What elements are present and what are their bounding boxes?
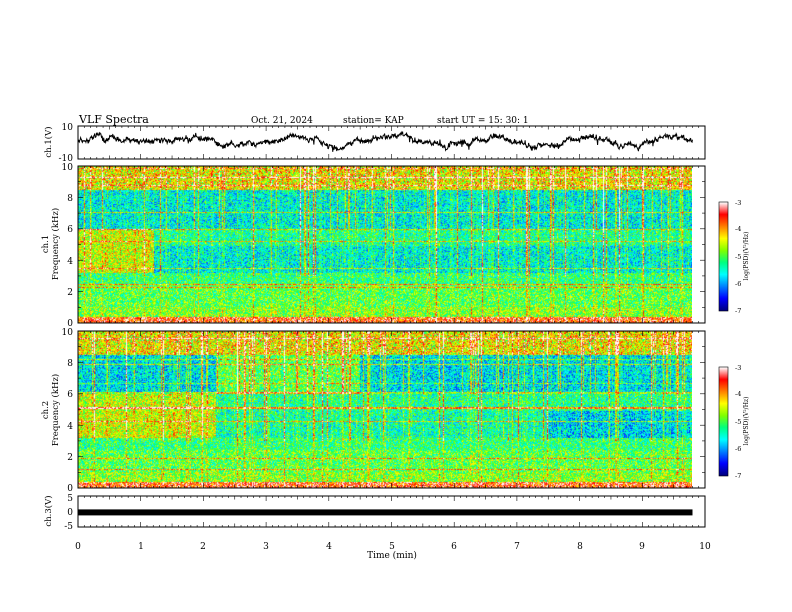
colorbar-frame	[718, 366, 729, 477]
colorbar-frame	[718, 201, 729, 312]
time-tick-8: 8	[577, 542, 583, 552]
ch2-cbar-label: log(PSD)(V²/Hz)	[743, 397, 750, 446]
time-tick-9: 9	[639, 542, 645, 552]
ch2-freq-tick-10: 10	[62, 328, 74, 338]
ch1-channel-label: ch.1	[41, 235, 51, 253]
ch1-ytick-bottom: -10	[59, 154, 74, 164]
time-tick-1: 1	[138, 542, 144, 552]
ch1-freq-tick-10: 10	[62, 163, 74, 173]
ch1-cbar-label: log(PSD)(V²/Hz)	[743, 232, 750, 281]
ch2-freq-tick-0: 0	[67, 484, 73, 494]
ch2-cbar-tick-m7: -7	[735, 472, 741, 480]
ch1-colorbar	[719, 202, 728, 311]
ch1-cbar-tick-m3: -3	[735, 199, 741, 207]
ch3-ytick-m5: -5	[64, 522, 73, 532]
ch2-freq-tick-2: 2	[67, 453, 73, 463]
figure-title: VLF Spectra	[78, 113, 149, 126]
ch2-cbar-tick-m6: -6	[735, 445, 741, 453]
ch2-cbar-tick-m4: -4	[735, 390, 741, 398]
station-label: station= KAP	[343, 116, 404, 126]
time-tick-5: 5	[389, 542, 395, 552]
ch2-freq-tick-8: 8	[67, 359, 73, 369]
ch1-cbar-tick-m4: -4	[735, 225, 741, 233]
ch3-waveform-panel: 5 0 -5 ch.3(V)	[43, 494, 693, 532]
ch1-spectrogram-image	[78, 166, 692, 323]
time-tick-2: 2	[200, 542, 206, 552]
ch2-spectrogram-image	[78, 331, 692, 488]
time-tick-0: 0	[75, 542, 81, 552]
ch1-cbar-tick-m6: -6	[735, 280, 741, 288]
ch1-freq-tick-0: 0	[67, 319, 73, 329]
ch1-waveform-panel: 10 -10 ch.1(V)	[43, 123, 693, 164]
ch2-cbar-tick-m5: -5	[735, 418, 741, 426]
ch1-freq-tick-2: 2	[67, 288, 73, 298]
ch3-trace-line	[78, 509, 693, 516]
ch2-cbar-tick-m3: -3	[735, 364, 741, 372]
ch1-waveform-line	[78, 130, 693, 152]
ch2-colorbar	[719, 367, 728, 476]
ch3-ytick-0: 0	[67, 508, 73, 518]
ch2-spectrogram-panel: 0 2 4 6 8 10 ch.2 Frequency (kHz) -3 -4 …	[41, 328, 750, 494]
panel-frames	[77, 125, 729, 528]
time-tick-10: 10	[699, 542, 711, 552]
start-time-label: start UT = 15: 30: 1	[437, 116, 529, 126]
ch3-ytick-5: 5	[67, 494, 73, 504]
ch1-freq-tick-8: 8	[67, 194, 73, 204]
time-tick-7: 7	[514, 542, 520, 552]
time-axis: 0 1 2 3 4 5 6 7 8 9 10 Time (min)	[75, 542, 711, 561]
ch1-freq-axis-label: Frequency (kHz)	[50, 208, 61, 280]
ch2-freq-axis-label: Frequency (kHz)	[50, 374, 61, 446]
time-tick-3: 3	[263, 542, 269, 552]
ch1-cbar-tick-m5: -5	[735, 253, 741, 261]
ch2-freq-tick-6: 6	[67, 390, 73, 400]
time-axis-label: Time (min)	[367, 550, 417, 561]
ch1-freq-tick-6: 6	[67, 225, 73, 235]
ch1-cbar-tick-m7: -7	[735, 307, 741, 315]
time-tick-6: 6	[451, 542, 457, 552]
ch1-spectrogram-panel: 0 2 4 6 8 10 ch.1 Frequency (kHz) -3 -4 …	[41, 163, 750, 329]
ch1-ytick-top: 10	[62, 123, 74, 133]
ch1-ylabel: ch.1(V)	[43, 126, 54, 157]
time-tick-4: 4	[326, 542, 332, 552]
ch2-freq-tick-4: 4	[67, 422, 73, 432]
ch1-freq-tick-4: 4	[67, 257, 73, 267]
ch2-channel-label: ch.2	[41, 401, 51, 419]
ch3-ylabel: ch.3(V)	[43, 495, 54, 526]
date-label: Oct. 21, 2024	[251, 116, 313, 126]
